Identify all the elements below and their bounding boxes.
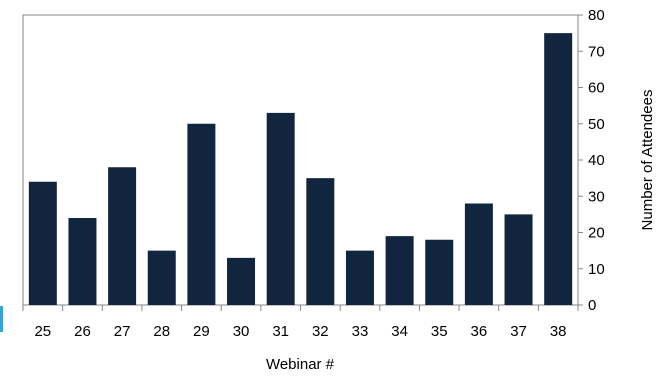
x-tick-label: 36: [471, 323, 488, 340]
x-tick-label: 26: [74, 323, 91, 340]
x-tick-label: 38: [550, 323, 567, 340]
y-tick-label: 70: [588, 43, 605, 60]
x-tick-label: 27: [114, 323, 131, 340]
y-tick-label: 20: [588, 225, 605, 242]
left-edge-marker: [0, 306, 3, 332]
y-tick-label: 30: [588, 188, 605, 205]
x-tick-label: 31: [272, 323, 289, 340]
x-axis-title: Webinar #: [266, 356, 335, 373]
y-tick-label: 10: [588, 261, 605, 278]
y-axis-title: Number of Attendees: [639, 90, 656, 231]
bar-webinar-35: [425, 239, 454, 305]
x-tick-label: 29: [193, 323, 210, 340]
bar-webinar-36: [464, 203, 493, 305]
bar-webinar-32: [306, 178, 335, 306]
x-tick-label: 30: [233, 323, 250, 340]
bar-webinar-30: [227, 257, 256, 306]
y-tick-label: 80: [588, 7, 605, 24]
bar-webinar-37: [504, 214, 533, 306]
bar-webinar-25: [28, 181, 57, 305]
bar-webinar-31: [266, 112, 295, 306]
bar-webinar-27: [108, 167, 137, 305]
bar-webinar-33: [345, 250, 374, 306]
bar-webinar-38: [544, 33, 573, 306]
x-axis-ticks: 25 26 27 28 29 30 31 32 33 34 35 36 37 38: [22, 305, 579, 340]
y-tick-label: 40: [588, 152, 605, 169]
x-tick-label: 32: [312, 323, 329, 340]
bar-webinar-26: [68, 218, 97, 305]
plot-area-frame: [22, 14, 579, 306]
x-tick-label: 33: [352, 323, 369, 340]
bars-group: [28, 33, 573, 306]
y-tick-label: 50: [588, 116, 605, 133]
bar-webinar-34: [385, 236, 414, 306]
x-tick-label: 34: [391, 323, 408, 340]
bar-webinar-28: [147, 250, 176, 306]
y-tick-label: 0: [588, 297, 596, 314]
y-tick-label: 60: [588, 80, 605, 97]
x-tick-label: 25: [34, 323, 51, 340]
x-tick-label: 37: [510, 323, 527, 340]
x-tick-label: 28: [153, 323, 170, 340]
y-axis-ticks: 0 10 20 30 40 50 60 70 80: [578, 7, 605, 314]
x-tick-label: 35: [431, 323, 448, 340]
bar-webinar-29: [187, 123, 216, 305]
